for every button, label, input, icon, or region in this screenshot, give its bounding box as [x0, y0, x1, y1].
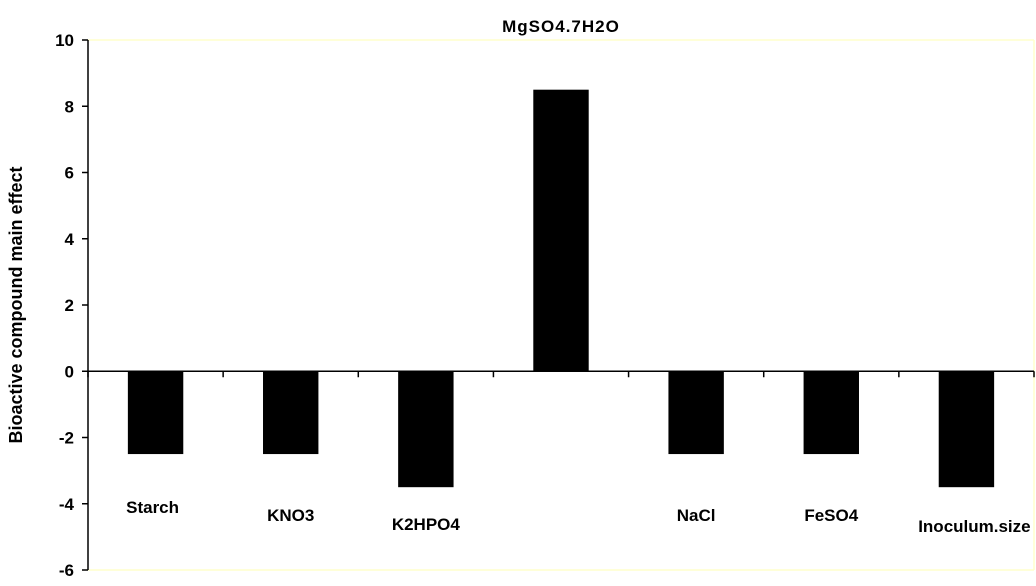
- category-label: KNO3: [267, 506, 314, 525]
- category-label: FeSO4: [804, 506, 858, 525]
- y-axis-label: Bioactive compound main effect: [6, 166, 26, 443]
- bar: [127, 371, 184, 455]
- bar: [533, 89, 589, 372]
- category-label: Starch: [126, 498, 179, 517]
- bar: [668, 371, 724, 455]
- bar: [938, 371, 995, 488]
- bar: [398, 371, 454, 488]
- y-tick-label: -2: [59, 429, 74, 448]
- category-label: NaCl: [677, 506, 716, 525]
- y-tick-label: 8: [65, 97, 74, 116]
- bar: [803, 371, 859, 455]
- category-label: Inoculum.size: [918, 517, 1030, 536]
- y-tick-label: 2: [65, 296, 74, 315]
- y-tick-label: 4: [65, 230, 75, 249]
- bar: [263, 371, 319, 455]
- category-label: K2HPO4: [392, 515, 461, 534]
- y-tick-label: -4: [59, 495, 75, 514]
- y-tick-label: 6: [65, 164, 74, 183]
- y-tick-label: -6: [59, 561, 74, 580]
- y-tick-label: 0: [65, 362, 74, 381]
- y-tick-label: 10: [55, 31, 74, 50]
- category-label: MgSO4.7H2O: [502, 17, 620, 36]
